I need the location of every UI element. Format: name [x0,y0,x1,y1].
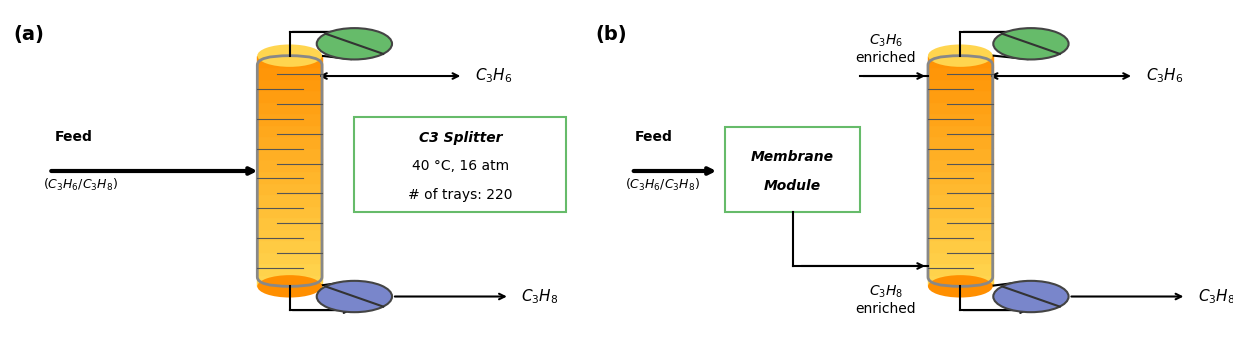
Bar [928,67,993,79]
Bar [928,171,993,183]
Ellipse shape [258,44,322,67]
Bar [928,102,993,113]
Bar [258,159,322,171]
Bar [258,252,322,263]
Bar [258,206,322,217]
Text: $C_3H_6$: $C_3H_6$ [475,67,513,86]
Bar [258,217,322,229]
Text: $(C_3H_6/C_3H_8)$: $(C_3H_6/C_3H_8)$ [625,176,700,193]
Bar [258,240,322,252]
Bar [928,79,993,90]
Bar [258,136,322,148]
Bar [258,56,322,67]
Text: Feed: Feed [54,130,92,144]
Bar [928,136,993,148]
Text: $C_3H_8$
enriched: $C_3H_8$ enriched [856,284,916,316]
Text: $C_3H_6$: $C_3H_6$ [1145,67,1184,86]
Bar [258,148,322,159]
Bar [258,67,322,79]
Text: $C_3H_6$
enriched: $C_3H_6$ enriched [856,32,916,65]
Ellipse shape [317,281,392,312]
Ellipse shape [928,44,993,67]
Bar [928,183,993,194]
Bar [928,252,993,263]
Text: Module: Module [764,179,821,193]
Bar [258,194,322,206]
Bar [928,148,993,159]
Bar [258,125,322,136]
Text: C3 Splitter: C3 Splitter [418,131,502,145]
Bar [928,263,993,275]
Ellipse shape [317,28,392,60]
FancyBboxPatch shape [354,117,566,212]
Ellipse shape [928,275,993,298]
Text: $C_3H_8$: $C_3H_8$ [1198,287,1233,306]
Bar [928,229,993,240]
Ellipse shape [994,281,1069,312]
Bar [258,90,322,102]
Bar [928,194,993,206]
Bar [258,79,322,90]
Text: Membrane: Membrane [751,149,835,163]
Text: $(C_3H_6/C_3H_8)$: $(C_3H_6/C_3H_8)$ [43,176,117,193]
Text: (a): (a) [14,25,44,44]
Bar [928,56,993,67]
Bar [258,275,322,286]
Ellipse shape [994,28,1069,60]
Bar [258,229,322,240]
Bar [258,102,322,113]
Bar [258,183,322,194]
Text: 40 °C, 16 atm: 40 °C, 16 atm [412,159,509,173]
Bar [258,263,322,275]
Bar [928,113,993,125]
Bar [258,171,322,183]
Text: Feed: Feed [635,130,672,144]
Bar [928,217,993,229]
Bar [258,113,322,125]
FancyBboxPatch shape [725,127,861,212]
Bar [928,206,993,217]
Text: # of trays: 220: # of trays: 220 [408,188,513,202]
Ellipse shape [258,275,322,298]
Bar [928,240,993,252]
Bar [928,90,993,102]
Text: (b): (b) [596,25,628,44]
Bar [928,275,993,286]
Bar [928,125,993,136]
Bar [928,159,993,171]
Text: $C_3H_8$: $C_3H_8$ [522,287,559,306]
